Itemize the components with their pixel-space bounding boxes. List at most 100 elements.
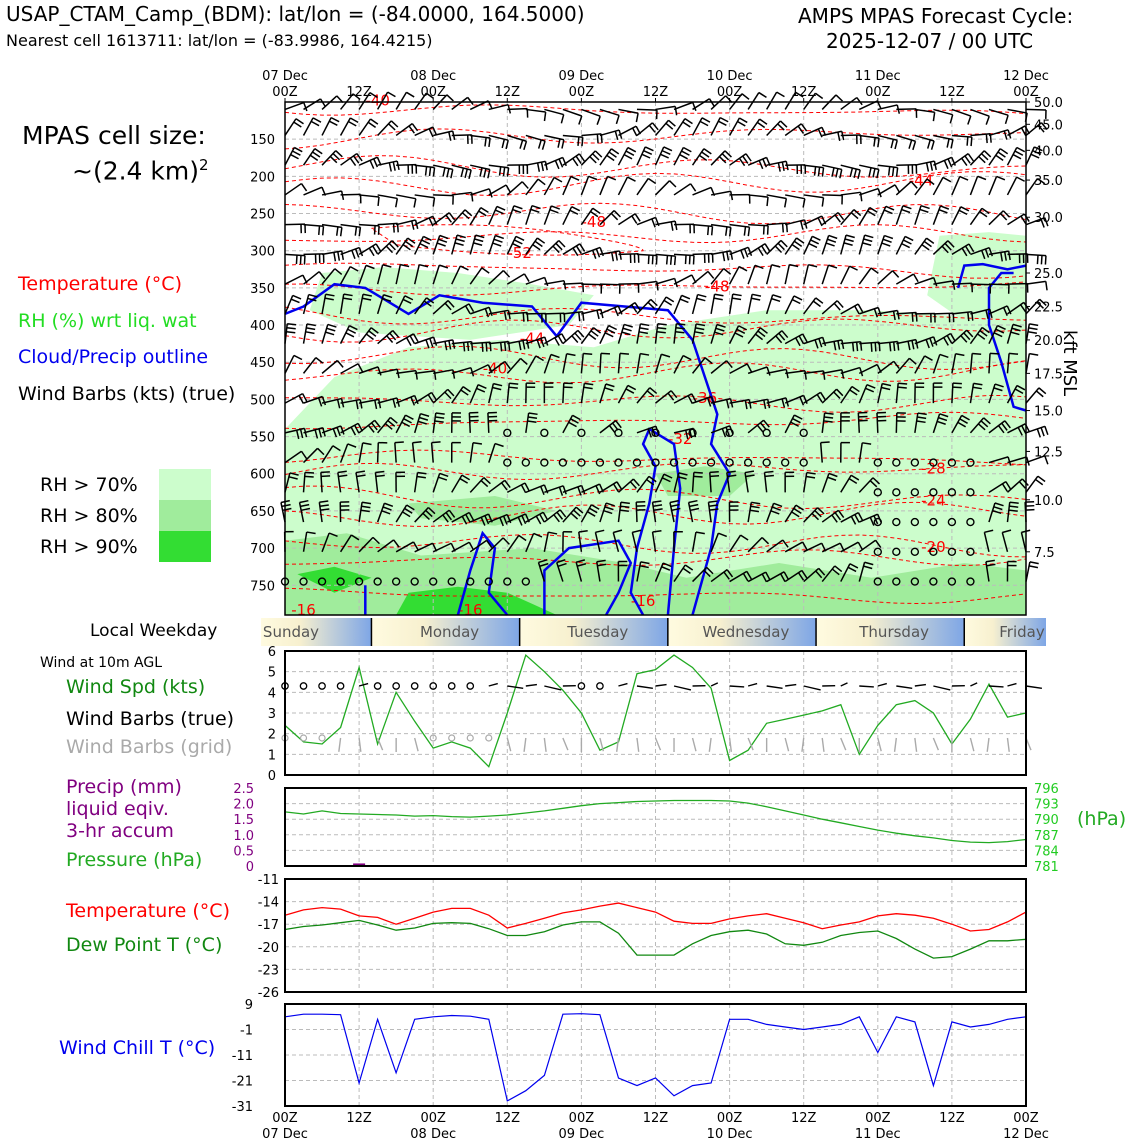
- wind-barb: [284, 294, 302, 315]
- calm-wind-marker: [966, 577, 975, 586]
- wind-barb: [914, 134, 935, 150]
- rh-legend-swatch: [159, 469, 211, 500]
- wind-barb: [951, 206, 970, 226]
- top-date-label: 11 Dec: [855, 69, 901, 84]
- wind-barb-grid: [728, 737, 733, 752]
- temperature-contour: [284, 128, 1027, 150]
- wind-speed-tick: 4: [268, 686, 276, 701]
- wind-barb: [710, 425, 734, 438]
- bottom-date-label: 12 Dec: [1003, 1127, 1049, 1140]
- wind-barb: [1006, 323, 1022, 344]
- wind-barb: [840, 134, 862, 145]
- wind-barb: [525, 237, 546, 255]
- panel-frame: [284, 1003, 1027, 1107]
- wind-barb: [321, 223, 343, 237]
- wind-barb: [470, 306, 493, 318]
- wind-barb: [395, 504, 415, 523]
- wind-barb: [1025, 298, 1047, 315]
- wind-barb: [877, 184, 901, 196]
- wind-barb: [433, 194, 454, 205]
- wind-barb: [819, 441, 830, 463]
- wind-barb: [543, 382, 554, 404]
- wind-barb: [785, 369, 807, 380]
- wind-barb: [636, 352, 650, 374]
- cloud-outline: [987, 271, 1027, 412]
- wind-barb: [914, 178, 935, 196]
- wind-barb-grid: [1006, 737, 1010, 752]
- wind-barb: [303, 223, 325, 236]
- wind-speed-tick: 2: [268, 728, 276, 743]
- wind-barb: [302, 117, 322, 136]
- wind-barb: [692, 270, 715, 285]
- wind-barb: [674, 223, 695, 234]
- wind-barb: [691, 357, 713, 374]
- wind-barb: [339, 443, 357, 463]
- wind-barb: [618, 301, 641, 315]
- wind-barb: [358, 264, 375, 285]
- wind-barb: [506, 357, 528, 374]
- wind-barb: [339, 117, 359, 136]
- wind-barb: [635, 501, 646, 523]
- wind-barb: [969, 417, 991, 434]
- wind-barb: [395, 122, 419, 137]
- legend-windchill: Wind Chill T (°C): [59, 1037, 216, 1059]
- wind-barb: [395, 471, 406, 493]
- wind-barb: [970, 246, 993, 260]
- wind-barb: [321, 425, 345, 438]
- kft-label: 22.5: [1034, 300, 1063, 315]
- calm-wind-marker: [966, 517, 975, 527]
- temperature-tick: -14: [258, 896, 279, 911]
- wind-barb: [599, 210, 621, 226]
- calm-wind-marker: [447, 682, 456, 690]
- wind-barb: [673, 146, 692, 166]
- calm-wind-marker: [929, 458, 938, 467]
- wind-barb: [525, 532, 543, 553]
- wind-barb: [951, 352, 965, 374]
- wind-barb: [340, 193, 362, 204]
- wind-barb-grid: [654, 737, 662, 751]
- wind-barb-grid: [636, 737, 640, 752]
- wind-barb: [784, 123, 808, 137]
- wind-barb: [988, 108, 1009, 125]
- wind-barb: [766, 685, 783, 690]
- wind-barb: [840, 96, 863, 111]
- pressure-level-label: 650: [250, 505, 275, 520]
- cloud-outline: [543, 539, 633, 616]
- wind-barb: [765, 502, 783, 523]
- wind-barb: [433, 130, 456, 141]
- calm-wind-marker: [762, 428, 771, 438]
- wind-barb: [654, 180, 677, 196]
- wind-barb: [914, 204, 930, 225]
- calm-wind-marker: [929, 547, 938, 557]
- wind-barb: [710, 293, 724, 315]
- wind-barb: [729, 363, 753, 375]
- wind-barb: [969, 326, 990, 345]
- wind-barb: [433, 339, 456, 351]
- wind-barb: [359, 223, 380, 235]
- wind-barb: [821, 211, 845, 226]
- wind-barb: [488, 682, 498, 687]
- wind-barb: [581, 283, 603, 294]
- temperature-tick: -17: [258, 918, 279, 933]
- wind-barb: [932, 205, 950, 225]
- wind-barb: [377, 194, 399, 208]
- wind-barb: [914, 237, 935, 255]
- wind-barb: [803, 164, 825, 177]
- wind-barb: [859, 134, 880, 148]
- pressure-level-label: 450: [250, 356, 275, 371]
- wind-barb: [469, 442, 483, 463]
- cell-size-label: MPAS cell size:: [22, 121, 206, 150]
- wind-barb: [1025, 425, 1049, 438]
- wind-barb: [969, 175, 987, 196]
- calm-wind-marker: [410, 577, 419, 586]
- wind-barb: [618, 108, 639, 123]
- wind-barb: [728, 265, 748, 285]
- wind-barb: [729, 246, 753, 259]
- wind-barb: [284, 392, 308, 404]
- wind-barb: [914, 336, 938, 349]
- wind-barb: [488, 360, 511, 374]
- wind-barb-grid: [747, 737, 754, 751]
- calm-wind-marker: [336, 577, 345, 586]
- temperature-contour: [284, 501, 1027, 527]
- wind-barb: [321, 359, 344, 374]
